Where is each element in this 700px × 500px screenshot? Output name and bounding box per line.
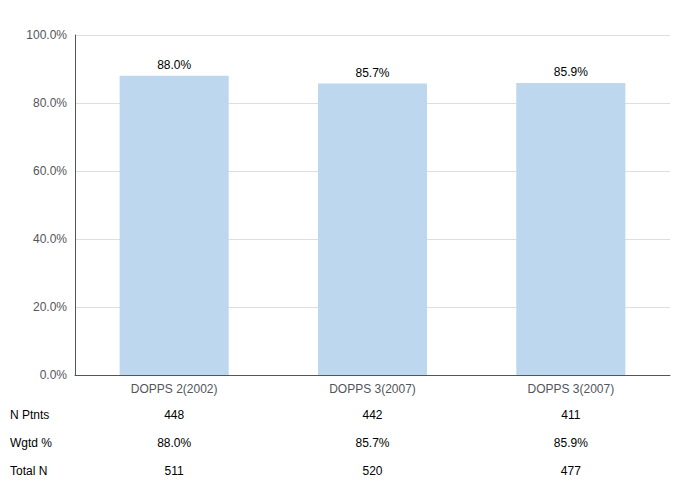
svg-text:Total N: Total N <box>10 464 47 478</box>
svg-text:85.7%: 85.7% <box>355 66 389 80</box>
svg-text:80.0%: 80.0% <box>33 96 67 110</box>
svg-text:20.0%: 20.0% <box>33 300 67 314</box>
svg-text:442: 442 <box>362 408 382 422</box>
svg-text:0.0%: 0.0% <box>40 368 68 382</box>
svg-text:N Ptnts: N Ptnts <box>10 408 49 422</box>
svg-text:85.7%: 85.7% <box>355 436 389 450</box>
svg-text:60.0%: 60.0% <box>33 164 67 178</box>
svg-text:85.9%: 85.9% <box>554 436 588 450</box>
svg-text:100.0%: 100.0% <box>26 28 67 42</box>
svg-text:DOPPS 3(2007): DOPPS 3(2007) <box>527 382 614 396</box>
svg-text:448: 448 <box>164 408 184 422</box>
svg-text:88.0%: 88.0% <box>157 58 191 72</box>
svg-text:40.0%: 40.0% <box>33 232 67 246</box>
svg-text:85.9%: 85.9% <box>554 65 588 79</box>
svg-text:DOPPS 3(2007): DOPPS 3(2007) <box>329 382 416 396</box>
svg-text:Wgtd %: Wgtd % <box>10 436 52 450</box>
svg-text:477: 477 <box>561 464 581 478</box>
svg-text:520: 520 <box>362 464 382 478</box>
svg-text:DOPPS 2(2002): DOPPS 2(2002) <box>131 382 218 396</box>
svg-text:511: 511 <box>165 464 184 478</box>
svg-text:411: 411 <box>561 408 580 422</box>
svg-text:88.0%: 88.0% <box>157 436 191 450</box>
